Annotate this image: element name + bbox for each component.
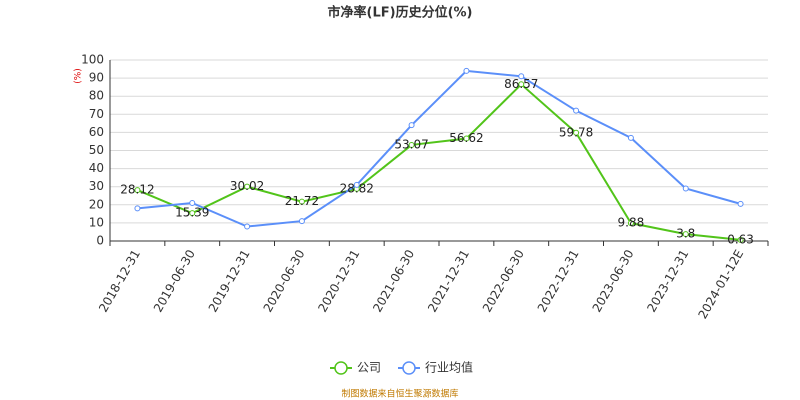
y-tick-label: 0: [96, 234, 104, 248]
x-tick-label: 2018-12-31: [96, 247, 143, 314]
data-label: 28.12: [120, 183, 154, 197]
point: [298, 218, 305, 225]
point: [134, 205, 141, 212]
legend-marker: [402, 361, 416, 375]
y-tick-label: 100: [81, 53, 104, 67]
y-axis-label: (%): [74, 68, 84, 84]
chart-title: 市净率(LF)历史分位(%): [328, 5, 473, 21]
point: [737, 236, 744, 243]
y-tick-label: 90: [89, 71, 104, 85]
point: [408, 141, 415, 148]
data-label: 21.72: [285, 194, 319, 208]
y-tick-label: 30: [89, 179, 104, 193]
data-label: 53.07: [394, 137, 428, 151]
y-tick-label: 70: [89, 107, 104, 121]
x-tick-label: 2020-06-30: [261, 247, 308, 314]
x-tick-label: 2023-06-30: [590, 247, 637, 314]
x-tick-label: 2019-12-31: [206, 247, 253, 314]
point: [463, 135, 470, 142]
source-note: 制图数据来自恒生聚源数据库: [341, 388, 458, 400]
data-label: 56.62: [449, 131, 483, 145]
y-tick-label: 20: [89, 197, 104, 211]
y-tick-label: 40: [89, 161, 104, 175]
point: [518, 73, 525, 80]
x-tick-label: 2024-01-12E: [695, 247, 746, 321]
series-line: [137, 82, 741, 241]
legend-label: 行业均值: [425, 360, 473, 375]
data-label: 86.57: [504, 77, 538, 91]
point: [682, 231, 689, 238]
data-label: 28.82: [340, 181, 374, 195]
legend-marker: [334, 361, 348, 375]
point: [134, 187, 141, 194]
point: [737, 200, 744, 207]
x-tick-label: 2020-12-31: [315, 247, 362, 314]
x-tick-label: 2022-06-30: [480, 247, 527, 314]
point: [189, 199, 196, 206]
point: [463, 67, 470, 74]
x-tick-label: 2021-06-30: [370, 247, 417, 314]
series-line: [137, 69, 741, 228]
x-tick-label: 2022-12-31: [535, 247, 582, 314]
point: [408, 122, 415, 129]
point: [353, 181, 360, 188]
x-tick-label: 2023-12-31: [644, 247, 691, 314]
y-tick-label: 80: [89, 89, 104, 103]
data-label: 59.78: [559, 125, 593, 139]
point: [189, 210, 196, 217]
data-label: 0.63: [727, 232, 754, 246]
point: [244, 223, 251, 230]
y-tick-label: 50: [89, 143, 104, 157]
y-tick-label: 10: [89, 215, 104, 229]
point: [573, 107, 580, 114]
point: [682, 185, 689, 192]
point: [627, 134, 634, 141]
x-tick-label: 2021-12-31: [425, 247, 472, 314]
point: [298, 198, 305, 205]
point: [244, 183, 251, 190]
y-tick-label: 60: [89, 125, 104, 139]
data-label: 30.02: [230, 179, 264, 193]
point: [518, 81, 525, 88]
data-label: 3.8: [676, 227, 695, 241]
data-label: 9.88: [618, 216, 645, 230]
x-tick-label: 2019-06-30: [151, 247, 198, 314]
legend-label: 公司: [357, 361, 381, 375]
point: [573, 129, 580, 136]
point: [627, 220, 634, 227]
data-label: 15.39: [175, 206, 209, 220]
